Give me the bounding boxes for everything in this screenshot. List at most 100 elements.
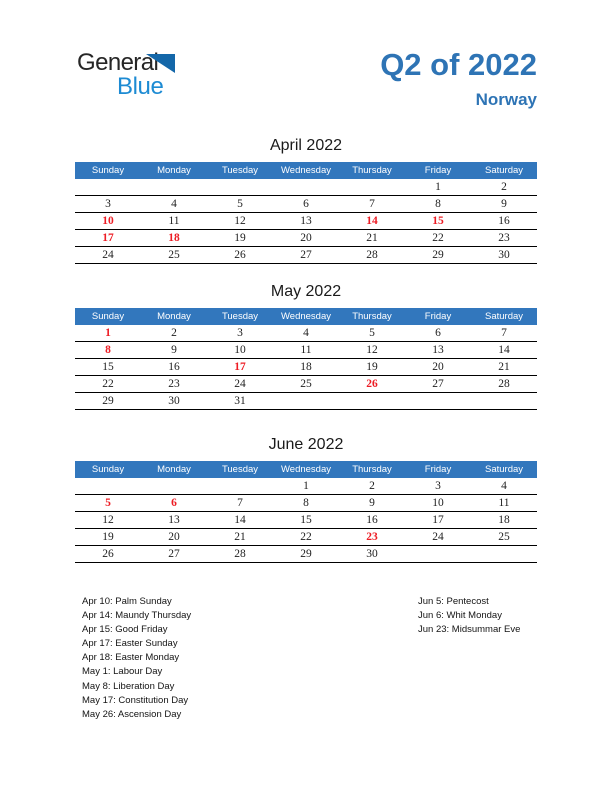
empty-cell	[75, 478, 141, 495]
empty-cell	[339, 392, 405, 410]
date-cell: 5	[75, 494, 141, 512]
date-cell: 7	[339, 195, 405, 213]
date-cell: 13	[273, 212, 339, 230]
week-row: 5 6 7 8 9 10 11	[75, 494, 537, 512]
date-cell: 8	[405, 195, 471, 213]
date-cell: 22	[75, 375, 141, 393]
date-cell: 26	[207, 246, 273, 264]
day-header: Sunday	[75, 162, 141, 179]
empty-cell	[75, 179, 141, 196]
date-cell: 27	[141, 545, 207, 563]
date-cell: 28	[471, 375, 537, 393]
day-header: Saturday	[471, 461, 537, 478]
date-cell: 21	[471, 358, 537, 376]
holiday-item: Jun 6: Whit Monday	[418, 610, 502, 622]
holiday-item: Apr 17: Easter Sunday	[82, 638, 178, 650]
date-cell: 3	[75, 195, 141, 213]
holiday-item: May 26: Ascension Day	[82, 708, 182, 720]
empty-cell	[273, 392, 339, 410]
day-header: Friday	[405, 308, 471, 325]
week-row: 29 30 31	[75, 392, 537, 410]
empty-cell	[141, 179, 207, 196]
date-cell: 24	[75, 246, 141, 264]
day-header-row: Sunday Monday Tuesday Wednesday Thursday Frid…	[75, 162, 537, 179]
date-cell: 1	[405, 179, 471, 196]
date-cell: 5	[339, 325, 405, 342]
date-cell: 20	[405, 358, 471, 376]
date-cell: 2	[339, 478, 405, 495]
day-header: Friday	[405, 461, 471, 478]
date-cell: 21	[339, 229, 405, 247]
date-cell: 6	[141, 494, 207, 512]
date-cell: 30	[339, 545, 405, 563]
date-cell: 31	[207, 392, 273, 410]
holiday-item: May 1: Labour Day	[82, 666, 163, 678]
month-may: May 2022 Sunday Monday Tuesday Wednesday Thur…	[75, 283, 537, 410]
date-cell: 17	[207, 358, 273, 376]
date-cell: 11	[471, 494, 537, 512]
day-header: Monday	[141, 461, 207, 478]
week-row: 24 25 26 27 28 29 30	[75, 246, 537, 264]
date-cell: 10	[405, 494, 471, 512]
week-row: 10 11 12 13 14 15 16	[75, 212, 537, 230]
date-cell: 23	[471, 229, 537, 247]
month-title: April 2022	[269, 137, 343, 154]
date-cell: 17	[75, 229, 141, 247]
date-cell: 14	[207, 511, 273, 529]
holiday-item: Apr 10: Palm Sunday	[82, 596, 172, 607]
week-row: 22 23 24 25 26 27 28	[75, 375, 537, 393]
title-block: Q2 of 2022 Norway	[380, 49, 537, 108]
day-header-row: Sunday Monday Tuesday Wednesday Thursday Frid…	[75, 308, 537, 325]
date-cell: 14	[339, 212, 405, 230]
week-row: 8 9 10 11 12 13 14	[75, 341, 537, 359]
date-cell: 4	[471, 478, 537, 495]
day-header-row: Sunday Monday Tuesday Wednesday Thursday Frid…	[75, 461, 537, 478]
holiday-item: Apr 18: Easter Monday	[82, 652, 180, 664]
date-cell: 6	[273, 195, 339, 213]
date-cell: 28	[207, 545, 273, 563]
date-cell: 20	[273, 229, 339, 247]
day-header: Thursday	[339, 461, 405, 478]
day-header: Wednesday	[273, 308, 339, 325]
holiday-item: Jun 5: Pentecost	[418, 596, 489, 607]
calendar-table: Sunday Monday Tuesday Wednesday Thursday Frid…	[75, 308, 537, 410]
date-cell: 22	[405, 229, 471, 247]
date-cell: 26	[75, 545, 141, 563]
date-cell: 15	[405, 212, 471, 230]
date-cell: 23	[339, 528, 405, 546]
day-header: Thursday	[339, 308, 405, 325]
day-header: Sunday	[75, 461, 141, 478]
date-cell: 11	[273, 341, 339, 359]
date-cell: 29	[405, 246, 471, 264]
empty-cell	[471, 392, 537, 410]
date-cell: 18	[273, 358, 339, 376]
date-cell: 12	[207, 212, 273, 230]
calendar-table: Sunday Monday Tuesday Wednesday Thursday Frid…	[75, 461, 537, 563]
holiday-item: May 8: Liberation Day	[82, 680, 175, 692]
date-cell: 1	[273, 478, 339, 495]
date-cell: 16	[141, 358, 207, 376]
date-cell: 25	[471, 528, 537, 546]
date-cell: 14	[471, 341, 537, 359]
empty-cell	[273, 179, 339, 196]
day-header: Tuesday	[207, 162, 273, 179]
date-cell: 8	[273, 494, 339, 512]
day-header: Wednesday	[273, 461, 339, 478]
calendar-table: Sunday Monday Tuesday Wednesday Thursday Frid…	[75, 162, 537, 264]
date-cell: 25	[141, 246, 207, 264]
date-cell: 8	[75, 341, 141, 359]
date-cell: 15	[273, 511, 339, 529]
date-cell: 29	[75, 392, 141, 410]
empty-cell	[405, 392, 471, 410]
empty-cell	[405, 545, 471, 563]
date-cell: 10	[75, 212, 141, 230]
holiday-list-left: Apr 10: Palm Sunday Apr 14: Maundy Thursd…	[82, 595, 191, 722]
date-cell: 25	[273, 375, 339, 393]
date-cell: 17	[405, 511, 471, 529]
month-april: April 2022 Sunday Monday Tuesday Wednesday Th…	[75, 137, 537, 264]
date-cell: 18	[141, 229, 207, 247]
date-cell: 3	[207, 325, 273, 342]
